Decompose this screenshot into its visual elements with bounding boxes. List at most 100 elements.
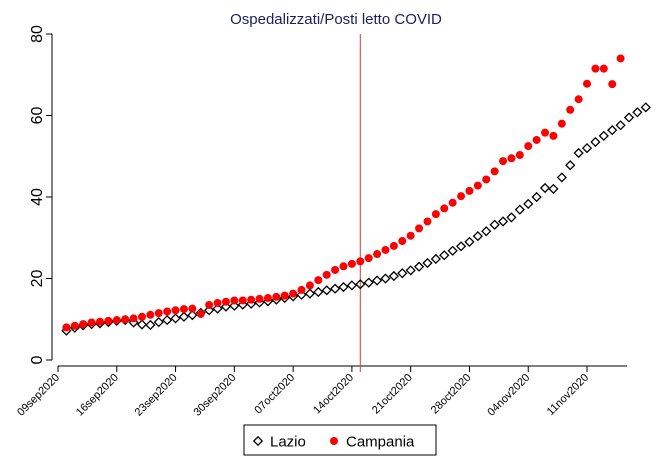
data-point-lazio	[523, 198, 534, 210]
data-point-campania	[583, 79, 592, 88]
data-point-lazio	[363, 277, 374, 288]
legend-items: Lazio Campania	[252, 434, 415, 451]
data-point-campania	[137, 312, 146, 321]
data-point-campania	[591, 64, 600, 73]
data-point-lazio	[329, 283, 341, 294]
data-point-campania	[515, 151, 524, 160]
data-point-campania	[549, 131, 558, 140]
data-point-lazio	[632, 107, 643, 118]
data-point-campania	[280, 291, 289, 300]
data-point-lazio	[607, 125, 618, 136]
data-point-lazio	[556, 172, 567, 183]
data-point-lazio	[136, 319, 148, 330]
series-campania	[62, 54, 625, 332]
data-point-campania	[163, 307, 172, 316]
data-point-lazio	[497, 216, 509, 227]
data-point-campania	[457, 192, 466, 201]
x-tick-label: 07oct2020	[252, 372, 297, 417]
data-point-lazio	[489, 219, 500, 230]
data-point-campania	[179, 305, 188, 314]
y-tick-label: 80	[29, 25, 46, 43]
x-tick-label: 11nov2020	[545, 372, 591, 418]
legend-label-campania: Campania	[346, 434, 415, 451]
data-point-campania	[87, 318, 96, 327]
data-point-campania	[557, 119, 566, 128]
legend-box	[243, 424, 437, 456]
data-point-campania	[305, 281, 314, 290]
data-point-campania	[297, 285, 306, 294]
data-point-lazio	[304, 288, 316, 299]
data-point-lazio	[355, 279, 366, 290]
y-tick-label: 60	[29, 107, 46, 125]
x-tick-label: 04nov2020	[485, 372, 532, 419]
x-tick-label: 14oct2020	[311, 372, 356, 417]
chart-title: Ospedalizzati/Posti letto COVID	[230, 11, 442, 28]
legend-marker-lazio	[252, 435, 264, 447]
data-point-lazio	[388, 270, 400, 282]
data-point-lazio	[170, 313, 181, 324]
data-point-campania	[255, 294, 264, 303]
data-point-lazio	[506, 212, 517, 223]
data-point-lazio	[581, 142, 593, 154]
data-point-lazio	[153, 316, 164, 328]
data-point-lazio	[178, 311, 190, 322]
data-point-campania	[95, 317, 104, 326]
data-point-lazio	[229, 300, 240, 311]
data-point-campania	[423, 217, 432, 226]
series-layer	[61, 54, 651, 336]
data-point-lazio	[447, 245, 458, 256]
data-point-campania	[322, 270, 331, 279]
data-point-lazio	[346, 280, 358, 291]
data-point-lazio	[548, 183, 559, 194]
data-point-lazio	[204, 305, 215, 316]
data-point-campania	[389, 241, 398, 250]
data-point-campania	[599, 64, 608, 73]
data-point-lazio	[590, 136, 601, 148]
data-point-campania	[566, 105, 575, 114]
data-point-campania	[112, 316, 121, 325]
data-point-campania	[146, 310, 155, 319]
x-tick-label: 16sep2020	[74, 372, 121, 419]
data-point-campania	[541, 128, 550, 137]
data-point-campania	[213, 298, 222, 307]
y-tick-label: 0	[29, 355, 46, 364]
data-point-lazio	[565, 160, 576, 171]
data-point-campania	[79, 320, 88, 329]
data-point-lazio	[514, 204, 525, 215]
y-tick-label: 20	[29, 270, 46, 288]
data-point-lazio	[413, 261, 425, 272]
data-point-lazio	[405, 265, 416, 276]
data-point-campania	[608, 80, 617, 89]
data-point-lazio	[531, 191, 542, 203]
data-point-campania	[339, 262, 348, 271]
data-point-campania	[356, 257, 365, 266]
data-point-campania	[482, 175, 491, 184]
data-point-lazio	[464, 236, 475, 247]
x-tick-label: 30sep2020	[191, 372, 238, 419]
data-point-lazio	[573, 147, 584, 159]
data-point-lazio	[220, 301, 232, 312]
data-point-campania	[205, 300, 214, 309]
data-point-campania	[524, 142, 533, 151]
y-tick-label: 40	[29, 188, 46, 206]
data-point-lazio	[380, 273, 391, 284]
data-point-campania	[104, 316, 113, 325]
x-tick-label: 28oct2020	[429, 372, 474, 417]
data-point-campania	[406, 231, 415, 240]
data-point-campania	[499, 157, 508, 166]
data-point-lazio	[481, 226, 492, 237]
data-point-lazio	[321, 285, 332, 296]
data-point-lazio	[615, 120, 626, 131]
data-point-campania	[490, 167, 499, 176]
data-point-campania	[247, 295, 256, 304]
data-point-campania	[129, 314, 138, 323]
data-point-campania	[507, 154, 516, 163]
data-point-lazio	[539, 182, 551, 194]
data-point-campania	[616, 54, 625, 63]
data-point-lazio	[472, 231, 483, 242]
data-point-campania	[473, 181, 482, 190]
data-point-campania	[289, 289, 298, 298]
legend: Lazio Campania	[243, 424, 437, 456]
